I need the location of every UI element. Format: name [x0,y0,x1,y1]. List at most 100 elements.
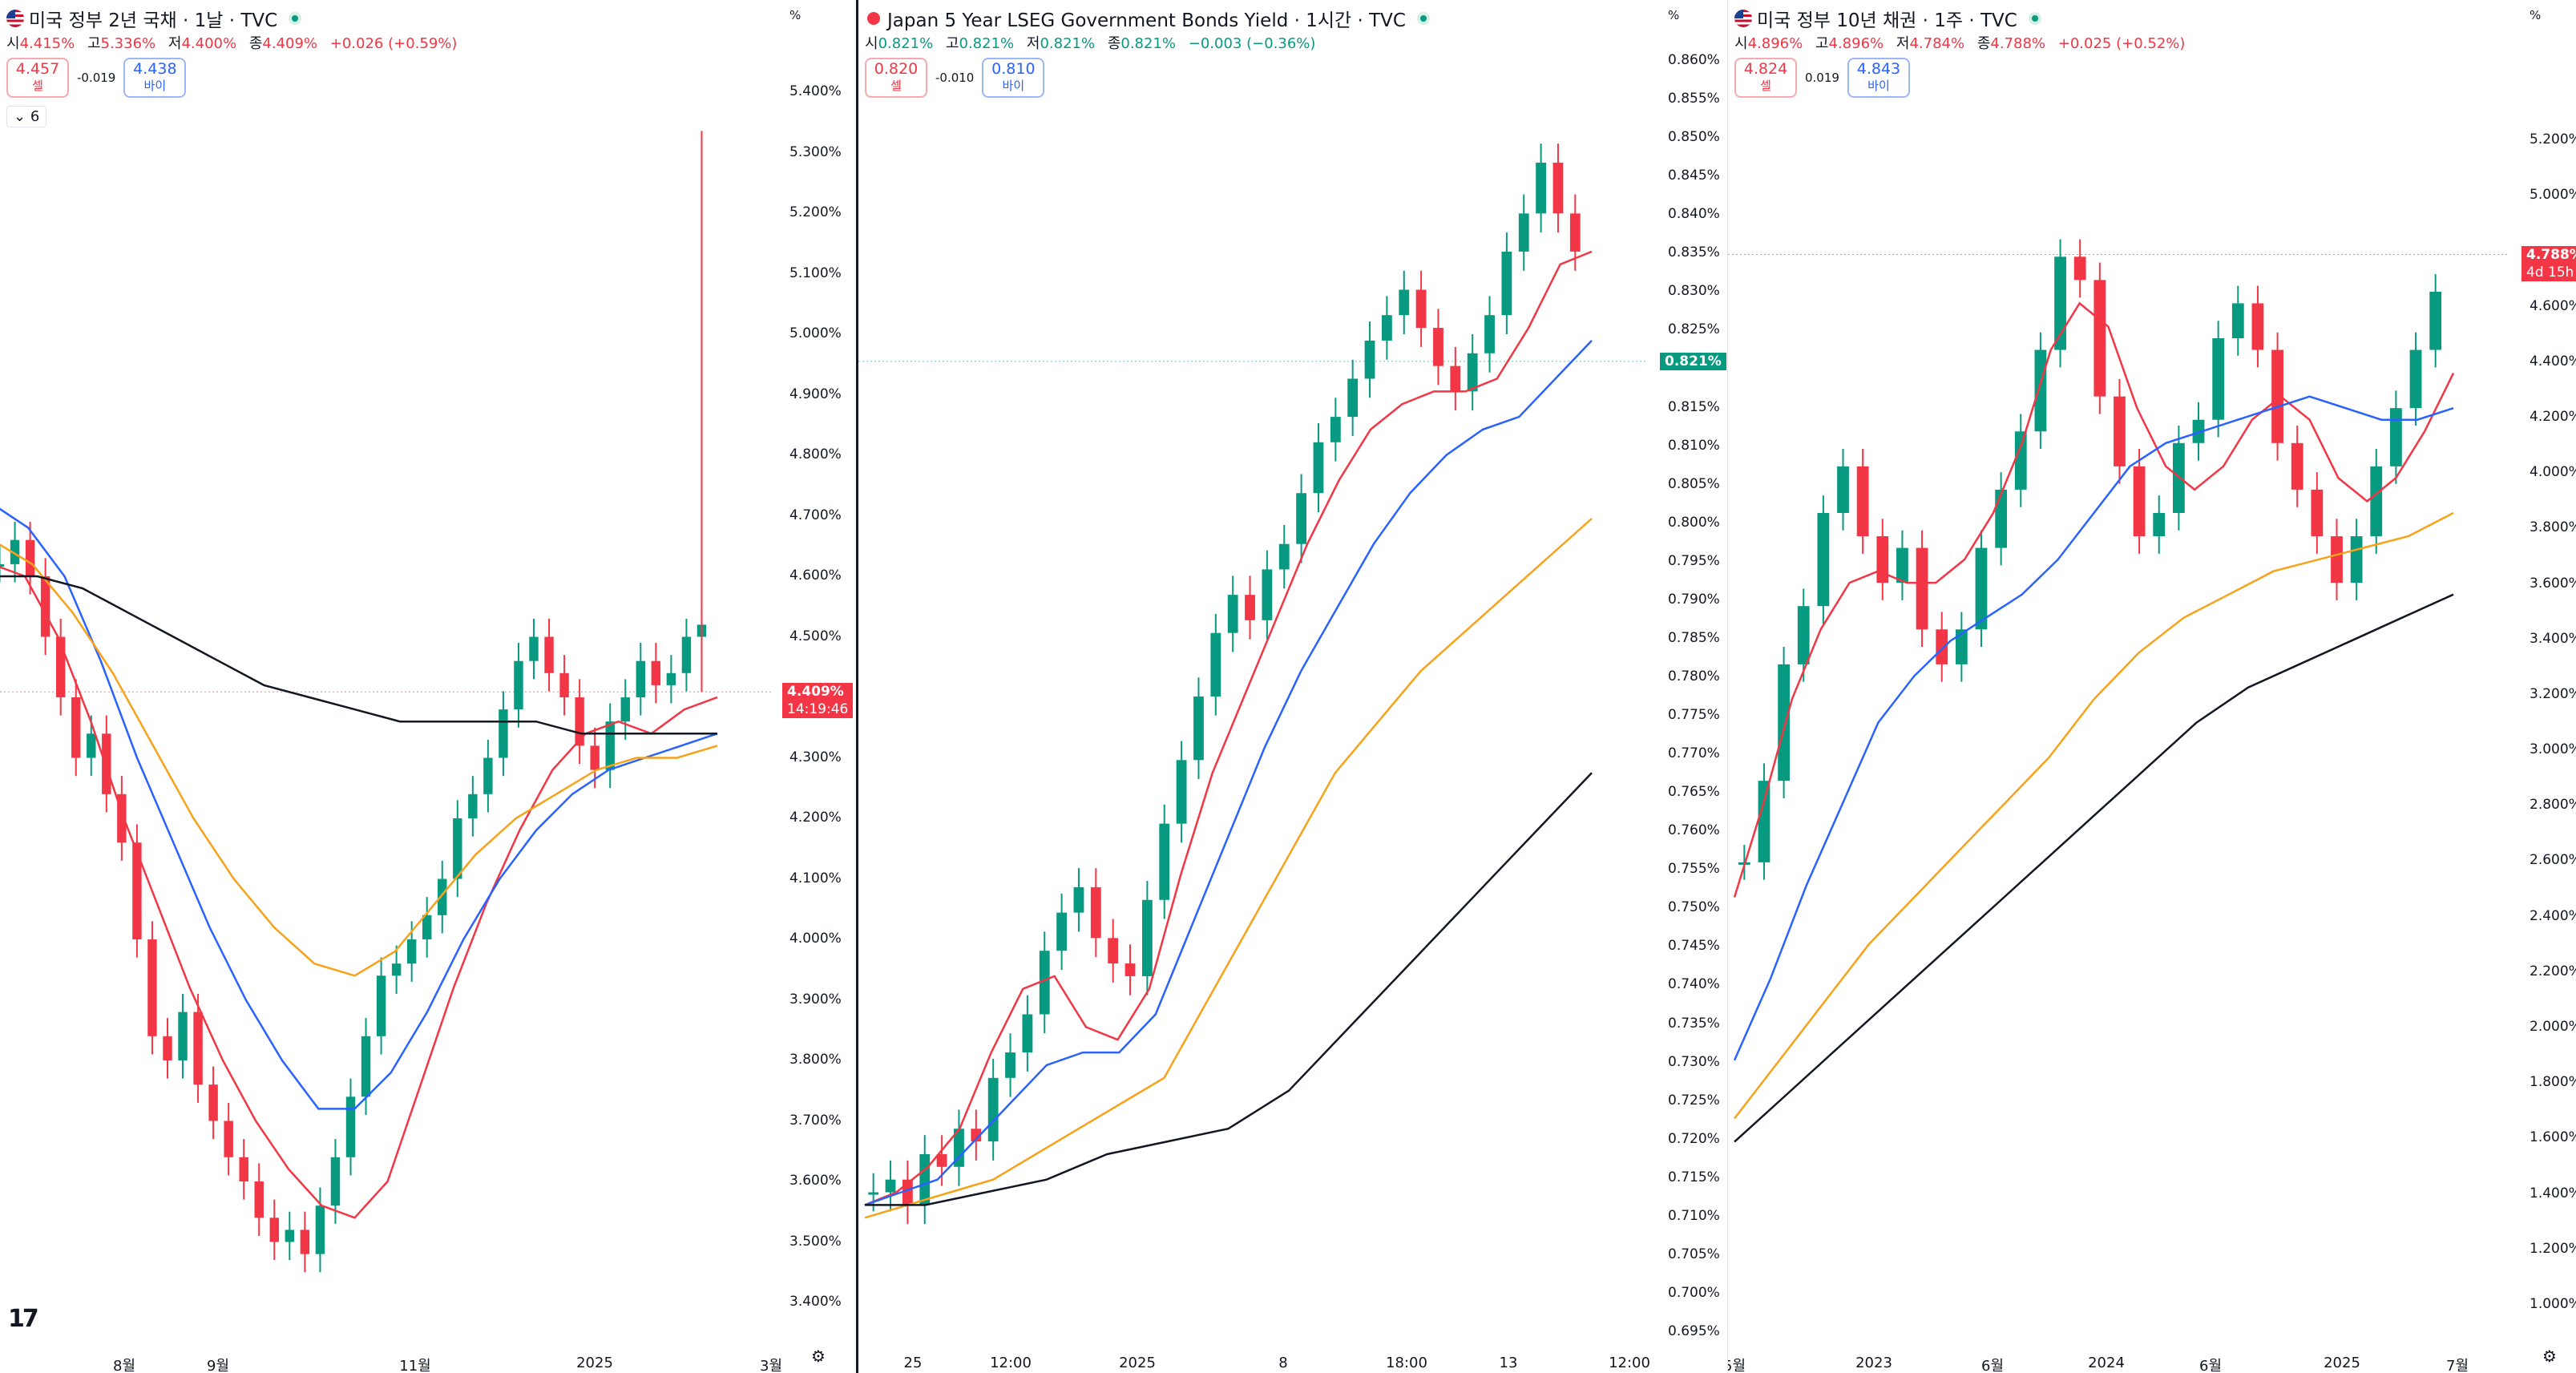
time-tick: 2025 [1119,1355,1156,1371]
candle [239,1157,248,1181]
candle [1313,442,1324,494]
price-tick: 5.200% [2530,131,2576,147]
price-tick: 0.755% [1668,861,1720,878]
time-tick: 8월 [112,1358,136,1373]
high-value: 0.821% [959,35,1015,52]
candle [2114,396,2126,466]
symbol-title[interactable]: 미국 정부 10년 채권 · 1주 · TVC [1757,10,2017,31]
candle [1817,512,1830,607]
price-tick: 0.710% [1668,1207,1720,1224]
low-value: 0.821% [1040,35,1096,52]
chart-pane-us-2y[interactable]: 미국 정부 2년 국채 · 1날 · TVC 시4.415% 고5.336% 저… [0,0,856,1373]
price-tick: 1.600% [2530,1129,2576,1146]
candle [193,1012,203,1085]
indicators-toggle[interactable]: ⌄ 6 [6,106,47,127]
buy-button[interactable]: 4.438 바이 [123,58,187,98]
price-tick: 1.000% [2530,1296,2576,1312]
candle [1536,162,1547,214]
candle [285,1230,295,1242]
axis-unit[interactable]: % [2530,8,2542,22]
candle [2390,408,2402,466]
candle [1399,289,1410,316]
axis-unit[interactable]: % [1668,8,1680,22]
price-tick: 0.730% [1668,1053,1720,1070]
price-tick: 0.735% [1668,1015,1720,1032]
price-chart-us-10y[interactable] [1728,0,2576,1373]
candle [954,1129,964,1167]
time-tick: 6월 [2198,1358,2223,1373]
sell-button[interactable]: 0.820 셀 [865,58,927,98]
candle [681,636,692,673]
trade-buttons: 4.824 셀 0.019 4.843 바이 [1734,58,1910,98]
market-open-icon [1416,12,1430,25]
candle [1227,595,1238,633]
price-tick: 0.705% [1668,1246,1720,1262]
time-tick: 12:00 [990,1355,1032,1371]
candle [1056,912,1068,951]
sell-button[interactable]: 4.824 셀 [1734,58,1797,98]
candle [300,1230,310,1254]
candle [361,1036,371,1097]
chevron-down-icon: ⌄ [14,108,26,125]
moving-average-fast [864,250,1593,1206]
price-tick: 4.200% [789,810,842,826]
settings-gear-icon[interactable]: ⚙ [811,1347,826,1366]
price-chart-us-2y[interactable] [0,0,856,1373]
price-tick: 4.400% [2530,353,2576,369]
ohlc-legend: 시0.821% 고0.821% 저0.821% 종0.821% −0.003 (… [865,35,1316,52]
price-tick: 5.100% [789,265,842,281]
price-tick: 0.850% [1668,129,1720,146]
time-tick: 9월 [206,1358,230,1373]
sell-button[interactable]: 4.457 셀 [6,58,69,98]
price-tick: 0.725% [1668,1092,1720,1108]
settings-gear-icon[interactable]: ⚙ [2542,1347,2557,1366]
candle [2409,349,2422,409]
candle [651,660,661,685]
change-value: −0.003 (−0.36%) [1188,35,1316,52]
candle [87,733,96,758]
candle [163,1036,172,1060]
candle [1936,629,1948,664]
candle [315,1205,325,1254]
time-tick: 8 [1278,1355,1288,1371]
pane-divider[interactable] [1727,0,1728,1373]
symbol-header[interactable]: 미국 정부 10년 채권 · 1주 · TVC [1734,5,2041,32]
price-tick: 4.000% [789,931,842,947]
candle [376,975,386,1036]
candle [1141,899,1153,976]
bar-countdown: 4d 15h [2526,264,2574,281]
candle [1916,547,1928,630]
time-tick: 3월 [759,1358,783,1373]
tradingview-logo[interactable]: 17 [8,1305,39,1333]
candle [2192,419,2205,443]
candle [636,660,646,697]
buy-button[interactable]: 0.810 바이 [982,58,1045,98]
candle [1039,951,1050,1015]
symbol-title[interactable]: 미국 정부 2년 국채 · 1날 · TVC [29,10,278,31]
candle [2311,489,2324,537]
price-tick: 0.830% [1668,283,1720,300]
candle [1381,315,1392,341]
chart-pane-us-10y[interactable]: 미국 정부 10년 채권 · 1주 · TVC 시4.896% 고4.896% … [1728,0,2576,1373]
candle [1278,543,1290,570]
symbol-header[interactable]: Japan 5 Year LSEG Government Bonds Yield… [865,5,1430,32]
candle [499,709,508,758]
pane-divider[interactable] [856,0,858,1373]
symbol-title[interactable]: Japan 5 Year LSEG Government Bonds Yield… [887,10,1406,31]
price-chart-jp-5y[interactable] [858,0,1727,1373]
price-tick: 0.695% [1668,1323,1720,1339]
candle [2054,256,2066,350]
candle [529,636,539,661]
candle [483,757,493,794]
price-tick: 0.795% [1668,552,1720,569]
moving-average-fast [1733,301,2455,898]
axis-unit[interactable]: % [789,8,801,22]
price-tick: 0.745% [1668,938,1720,955]
buy-button[interactable]: 4.843 바이 [1847,58,1910,98]
candle [2073,256,2086,281]
symbol-header[interactable]: 미국 정부 2년 국채 · 1날 · TVC [6,5,302,32]
time-tick: 5월 [1728,1358,1746,1373]
candle [1296,493,1307,544]
price-tick: 0.780% [1668,668,1720,684]
chart-pane-jp-5y[interactable]: Japan 5 Year LSEG Government Bonds Yield… [858,0,1727,1373]
